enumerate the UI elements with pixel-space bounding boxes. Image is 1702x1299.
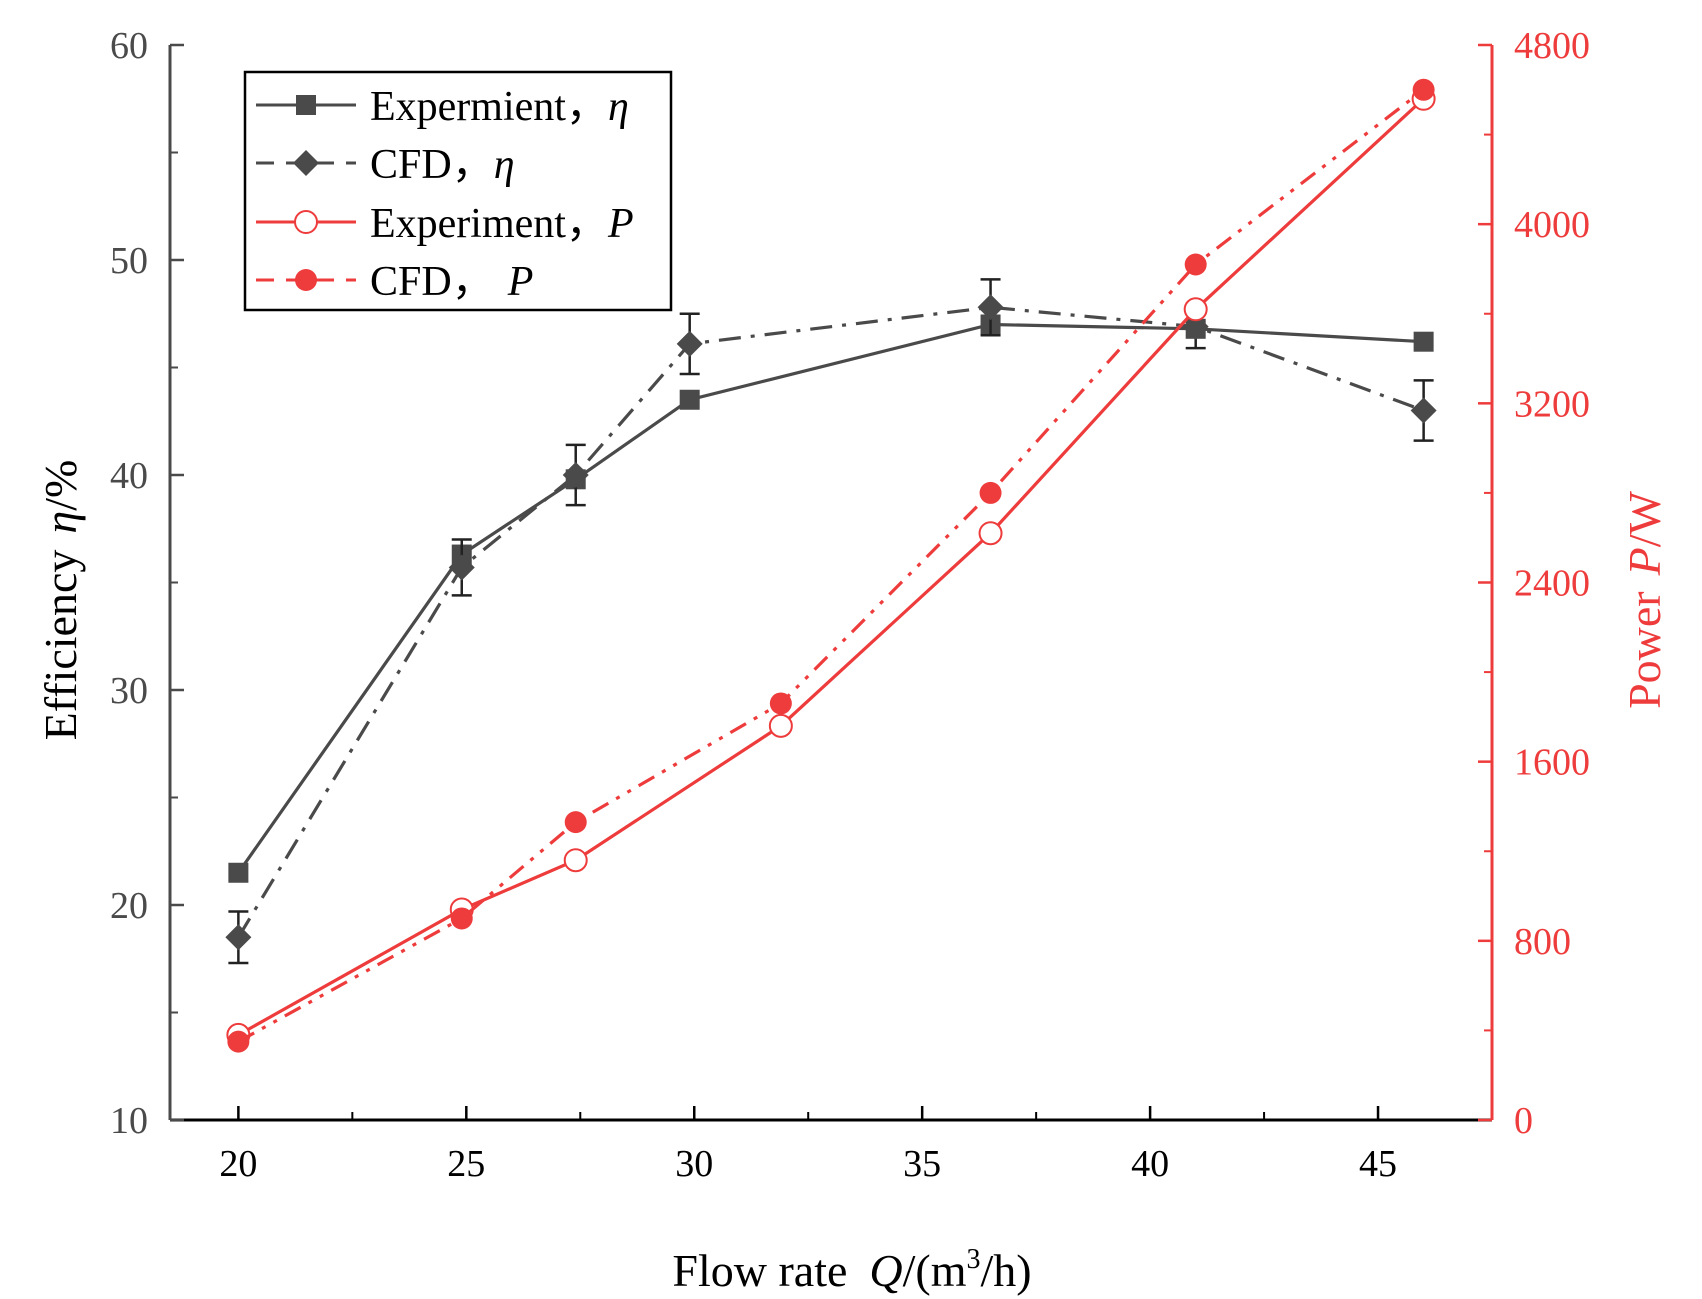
y-left-tick-label: 20 <box>110 885 148 927</box>
data-point-circle-open <box>563 848 588 873</box>
data-point-circle-filled <box>227 1030 250 1053</box>
legend-label-exp-p: Experiment，P <box>370 201 634 247</box>
legend-marker-cfd-p <box>295 269 317 291</box>
legend-label-cfd-p-symbol: P <box>507 259 534 305</box>
series-line-1 <box>237 305 1425 939</box>
legend-label-exp-eta-symbol: η <box>608 84 629 130</box>
y-right-tick-label: 1600 <box>1514 742 1590 784</box>
data-point-circle-filled <box>769 692 792 715</box>
legend-label-exp-p-text: Experiment， <box>370 201 608 247</box>
data-point-circle-open <box>978 521 1003 546</box>
tick-layer: 20 25 30 35 40 45 10 20 30 40 50 60 0 800 1600 2400 3200… <box>110 25 1590 1185</box>
legend-label-exp-eta-text: Expermient， <box>370 84 608 130</box>
data-point-circle-filled <box>1412 78 1435 101</box>
data-point-diamond <box>1410 397 1437 424</box>
x-axis-title: Flow rate Q/(m3/h) <box>672 1244 1031 1296</box>
legend: Expermient，η CFD，η Experiment，P CFD， P <box>243 70 673 312</box>
data-point-circle-filled <box>1184 253 1207 276</box>
legend-item-cfd-p: CFD， P <box>256 259 533 305</box>
legend-item-exp-eta: Expermient，η <box>256 84 629 130</box>
y-axis-right-title: Power P/W <box>1619 490 1670 708</box>
y-right-tick-label: 800 <box>1514 921 1571 963</box>
y-axis-right-title-unit: /W <box>1619 490 1670 547</box>
data-point-circle-open <box>768 713 793 738</box>
legend-label-cfd-eta: CFD，η <box>370 142 515 188</box>
y-right-tick-label: 4800 <box>1514 25 1590 67</box>
y-right-tick-label: 3200 <box>1514 383 1590 425</box>
y-axis-left-title: Efficiency η/% <box>35 460 86 741</box>
y-axis-left-title-text: Efficiency <box>35 550 86 741</box>
data-point-diamond <box>562 462 589 488</box>
data-point-square <box>228 862 249 883</box>
y-left-tick-label: 40 <box>110 455 148 497</box>
y-axis-left-title-symbol: η <box>35 511 86 534</box>
x-axis-title-text: Flow rate <box>672 1245 847 1296</box>
legend-marker-cfd-eta <box>293 150 319 176</box>
x-tick-label: 20 <box>219 1143 257 1185</box>
data-point-diamond <box>977 294 1004 321</box>
legend-label-exp-eta: Expermient，η <box>370 84 629 130</box>
legend-item-cfd-eta: CFD，η <box>256 142 515 188</box>
x-axis-title-sup: 3 <box>967 1244 981 1275</box>
x-tick-label: 25 <box>447 1143 485 1185</box>
x-tick-label: 30 <box>675 1143 713 1185</box>
data-point-diamond <box>676 330 703 357</box>
data-point-circle-filled <box>450 907 473 930</box>
x-tick-label: 40 <box>1131 1143 1169 1185</box>
x-axis-title-unit-end: /h) <box>981 1245 1032 1296</box>
legend-item-exp-p: Experiment，P <box>256 201 634 247</box>
data-point-square <box>1413 331 1434 352</box>
x-tick-label: 35 <box>903 1143 941 1185</box>
y-right-tick-label: 4000 <box>1514 204 1590 246</box>
y-axis-right-title-text: Power <box>1619 591 1670 709</box>
y-left-tick-label: 30 <box>110 670 148 712</box>
legend-marker-exp-p <box>294 210 318 234</box>
data-point-diamond <box>448 554 475 581</box>
data-point-square <box>679 389 700 410</box>
legend-label-exp-p-symbol: P <box>607 201 634 247</box>
y-left-tick-label: 50 <box>110 240 148 282</box>
y-left-tick-label: 60 <box>110 25 148 67</box>
x-axis-title-symbol: Q <box>869 1245 902 1296</box>
legend-label-cfd-p: CFD， P <box>370 259 533 305</box>
series-layer <box>225 78 1437 1053</box>
y-left-tick-label: 10 <box>110 1100 148 1142</box>
data-point-circle-open <box>1183 297 1208 322</box>
y-axis-right-title-symbol: P <box>1619 547 1670 576</box>
data-point-circle-filled <box>979 481 1002 504</box>
x-tick-label: 45 <box>1359 1143 1397 1185</box>
series-line-0 <box>237 322 1424 874</box>
y-axis-left-title-unit: /% <box>35 460 86 511</box>
legend-marker-exp-eta <box>296 95 316 115</box>
data-point-diamond <box>225 924 252 951</box>
y-right-tick-label: 2400 <box>1514 563 1590 605</box>
data-point-circle-filled <box>564 811 587 834</box>
x-axis-title-unit: /(m <box>903 1245 967 1296</box>
data-point-diamond <box>1182 313 1209 340</box>
legend-label-cfd-eta-symbol: η <box>494 142 515 188</box>
legend-label-cfd-p-text: CFD， <box>370 259 494 305</box>
legend-label-cfd-eta-text: CFD， <box>370 142 494 188</box>
y-right-tick-label: 0 <box>1514 1100 1533 1142</box>
